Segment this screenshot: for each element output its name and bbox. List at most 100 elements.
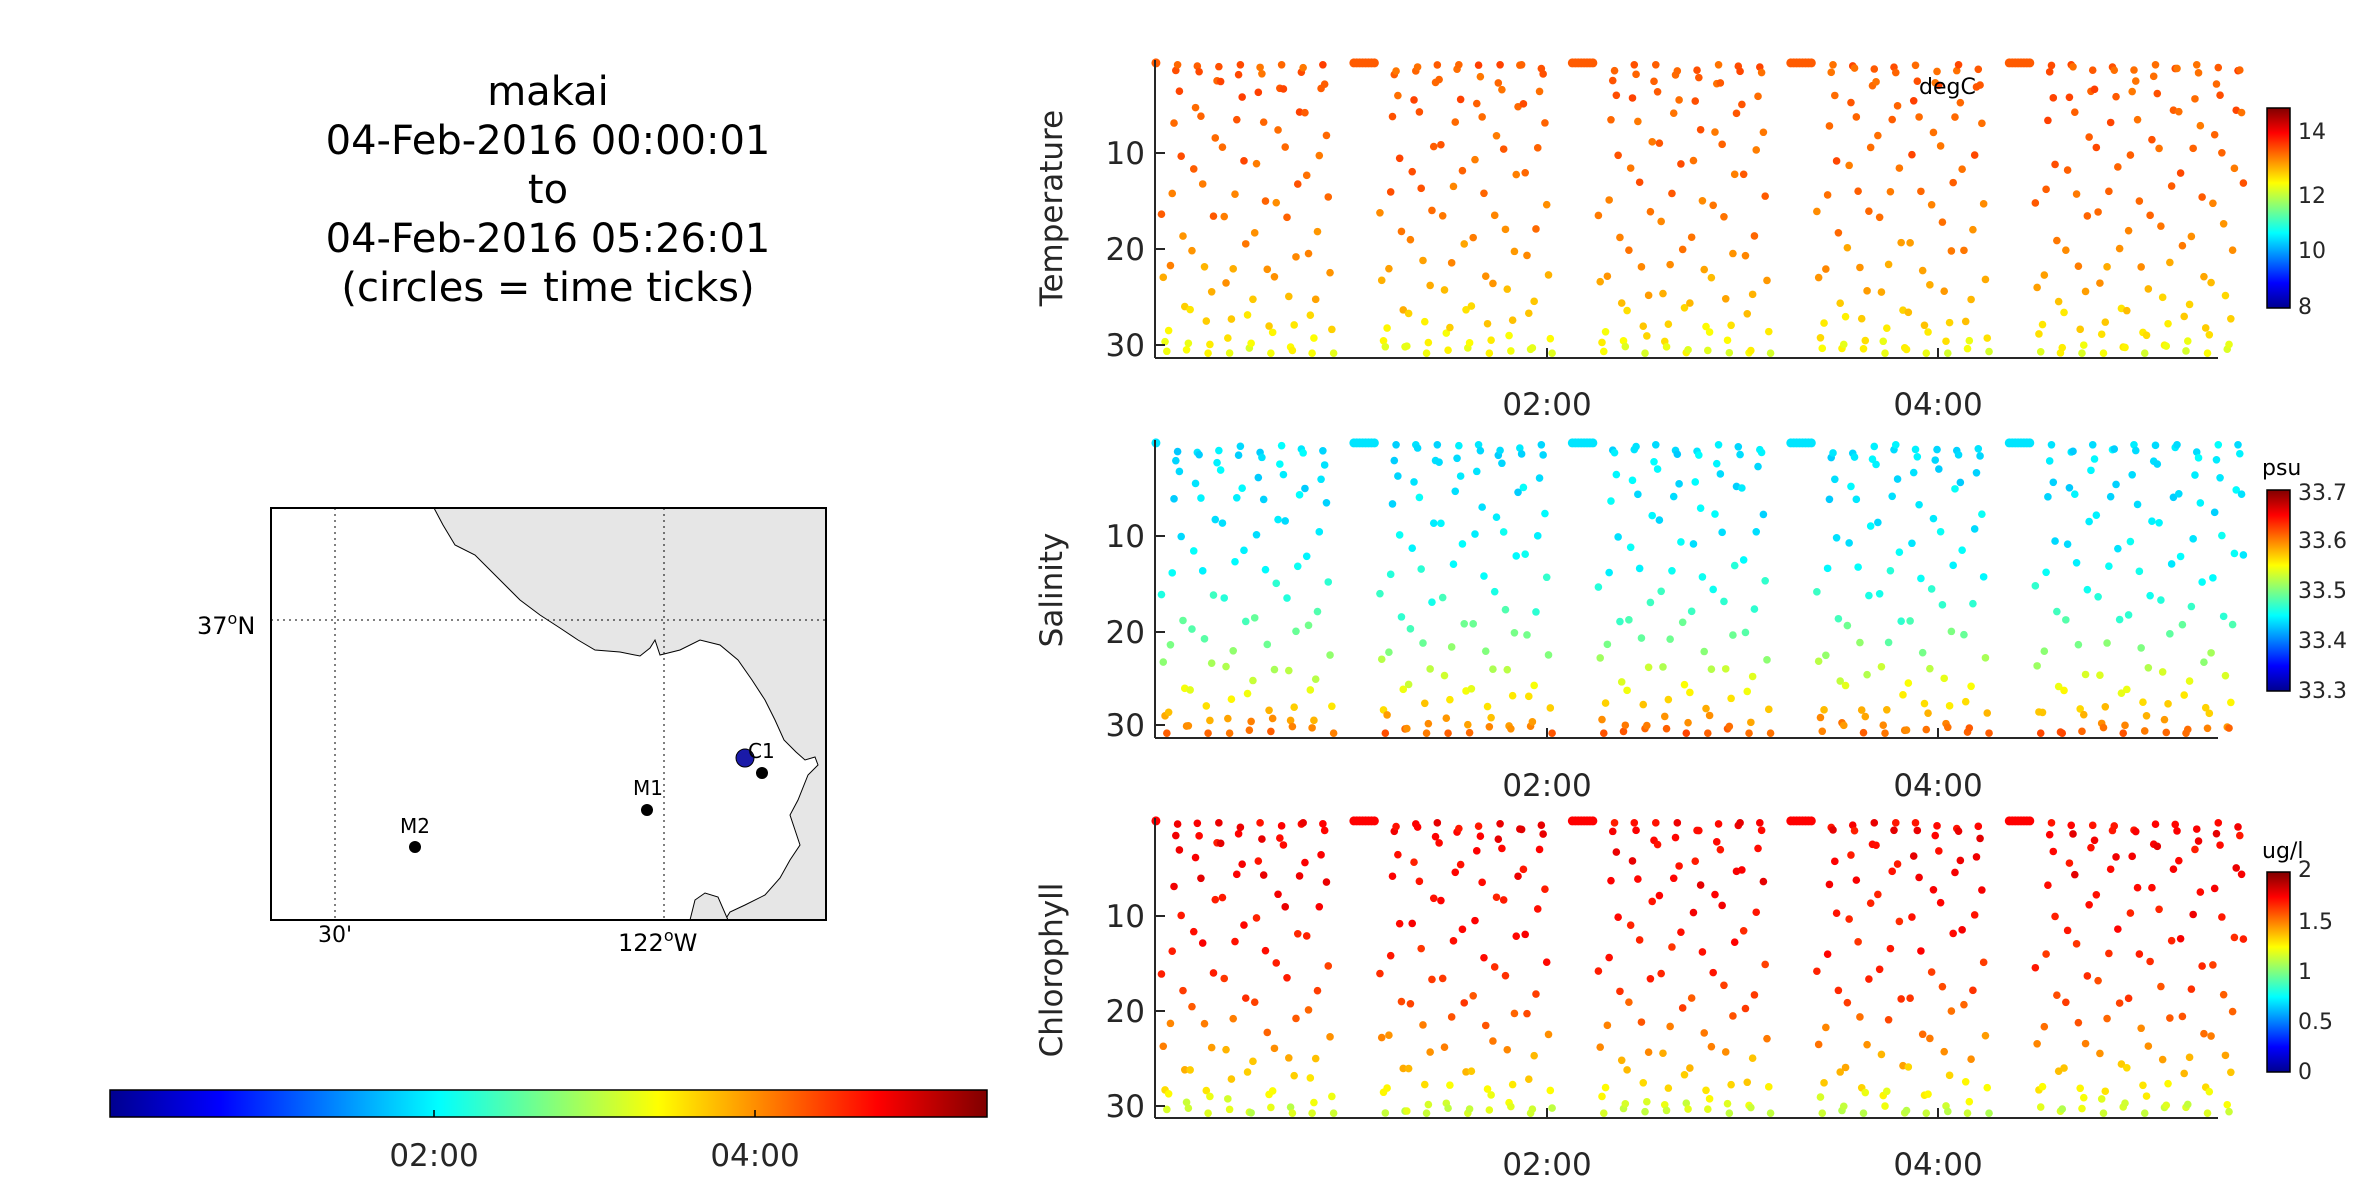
data-point [1197, 874, 1205, 883]
data-point [2164, 1079, 2172, 1088]
data-point [1288, 346, 1297, 355]
data-point [1933, 822, 1941, 830]
data-point [2054, 297, 2063, 306]
data-point [1501, 225, 1510, 234]
data-point [1533, 532, 1542, 540]
data-point [2103, 1014, 2111, 1023]
data-point [1956, 856, 1965, 865]
data-point [1943, 349, 1952, 357]
data-point [1888, 867, 1896, 876]
data-point [1225, 1105, 1234, 1114]
data-point [1877, 662, 1886, 671]
data-point [2200, 658, 2208, 666]
data-point [2237, 870, 2246, 879]
data-point [1820, 1079, 1828, 1087]
data-point [1961, 1077, 1970, 1086]
data-point [1741, 628, 1750, 637]
data-point [2194, 454, 2203, 462]
chlorophyll-ytick-label-10: 10 [1106, 899, 1145, 935]
data-point [1508, 691, 1517, 700]
data-point [2101, 702, 2110, 711]
data-point [1272, 579, 1281, 588]
data-point [1634, 875, 1642, 883]
data-point [1954, 827, 1963, 835]
data-point [1741, 1004, 1750, 1013]
data-point [1220, 212, 1229, 221]
data-point [1974, 444, 1983, 453]
data-point [2038, 320, 2047, 329]
data-point [1487, 713, 1495, 722]
data-point [1607, 876, 1615, 885]
data-point [1433, 441, 1442, 449]
data-point [2033, 1039, 2041, 1048]
data-point [2049, 478, 2058, 487]
data-point [1265, 706, 1273, 715]
data-point [1866, 522, 1875, 530]
data-point [1623, 306, 1631, 315]
data-point [1669, 492, 1678, 501]
data-point [1381, 342, 1390, 351]
data-point [2232, 486, 2241, 494]
data-point [2094, 208, 2102, 216]
salinity-xtick-label-0400: 04:00 [1893, 768, 1982, 804]
data-point [2110, 822, 2119, 830]
data-point [1985, 1109, 1993, 1117]
data-point [2131, 446, 2140, 455]
data-point [1628, 476, 1637, 485]
data-point [2072, 559, 2081, 567]
data-point [1299, 449, 1307, 457]
data-point [1521, 930, 1530, 939]
data-point [1644, 1048, 1653, 1057]
data-point [2040, 647, 2049, 656]
data-point [1394, 472, 1402, 480]
chlorophyll-cbar-tick-0: 0 [2298, 1060, 2312, 1085]
data-point [2114, 544, 2122, 553]
data-point [2235, 66, 2244, 74]
data-point [1947, 1007, 1956, 1015]
data-point [1288, 1109, 1297, 1117]
data-point [1721, 1048, 1730, 1056]
data-point [2228, 620, 2237, 629]
data-point [2155, 519, 2163, 527]
data-point [1709, 968, 1717, 977]
data-point [1632, 70, 1640, 79]
data-point [1311, 1054, 1320, 1063]
temperature-xtick-label-0200: 02:00 [1502, 387, 1591, 423]
data-point [1270, 1044, 1279, 1053]
data-point [1720, 212, 1728, 221]
data-point [1164, 1090, 1173, 1098]
data-point [1426, 665, 1434, 673]
data-point [1392, 441, 1400, 449]
data-point [1420, 1080, 1429, 1089]
data-point [1877, 288, 1886, 296]
data-point [2112, 92, 2120, 101]
data-point [1232, 870, 1241, 879]
data-point [1918, 266, 1927, 275]
data-point [2133, 883, 2142, 892]
data-point [1823, 564, 1832, 573]
chlorophyll-scatter [1151, 816, 2248, 1117]
data-point [1924, 709, 1932, 717]
data-point [1272, 198, 1281, 207]
data-point [1716, 845, 1725, 854]
data-point [1739, 170, 1748, 179]
data-point [1841, 312, 1850, 321]
data-point [1267, 1103, 1275, 1112]
data-point [2099, 1109, 2108, 1117]
temperature-scatter [1151, 58, 2248, 357]
data-point [1754, 844, 1762, 853]
data-point [1684, 346, 1692, 354]
data-point [1261, 565, 1270, 574]
data-point [1843, 243, 1852, 252]
data-point [1225, 729, 1234, 737]
data-point [1209, 969, 1218, 977]
data-point [1232, 115, 1241, 124]
data-point [2157, 222, 2165, 230]
data-point [1743, 1078, 1752, 1087]
data-point [1677, 928, 1685, 937]
data-point [1415, 877, 1424, 886]
chlorophyll-cbar [2266, 871, 2291, 1073]
data-point [1324, 962, 1333, 970]
data-point [1284, 1054, 1293, 1062]
data-point [1686, 299, 1694, 307]
